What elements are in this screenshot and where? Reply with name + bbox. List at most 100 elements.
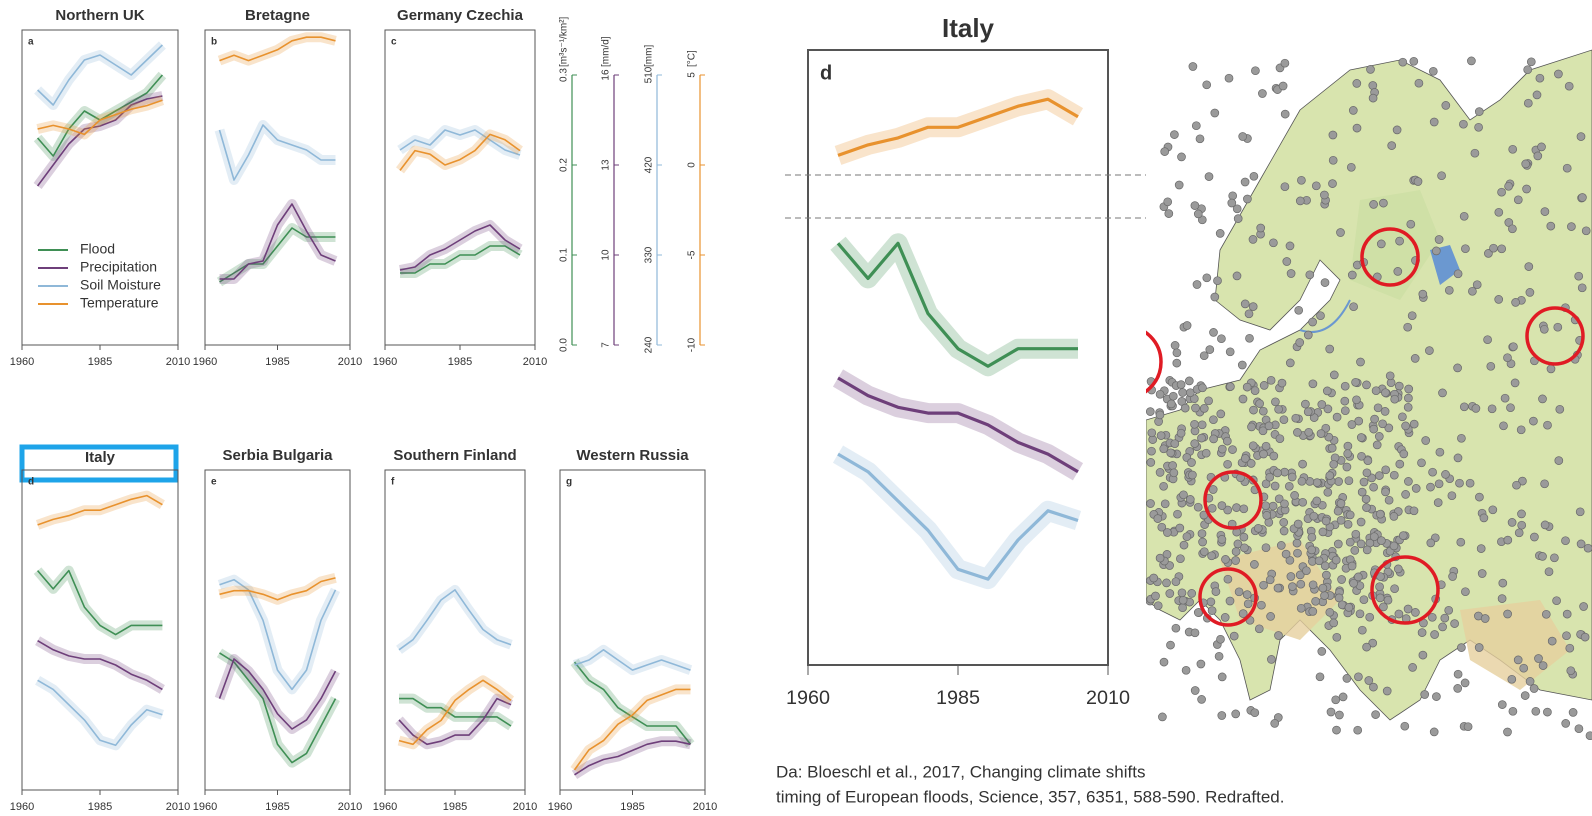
station-dot xyxy=(1287,573,1295,581)
station-dot xyxy=(1481,615,1489,623)
station-dot xyxy=(1475,108,1483,116)
station-dot xyxy=(1197,660,1205,668)
station-dot xyxy=(1154,602,1162,610)
station-dot xyxy=(1429,67,1437,75)
station-dot xyxy=(1191,629,1199,637)
station-dot xyxy=(1390,471,1398,479)
station-dot xyxy=(1277,541,1285,549)
panel-label: d xyxy=(28,477,34,488)
station-dot xyxy=(1344,450,1352,458)
station-dot xyxy=(1192,404,1200,412)
station-dot xyxy=(1520,664,1528,672)
panel-title: Western Russia xyxy=(576,447,689,464)
station-dot xyxy=(1232,710,1240,718)
station-dot xyxy=(1210,328,1218,336)
station-dot xyxy=(1191,202,1199,210)
station-dot xyxy=(1270,452,1278,460)
station-dot xyxy=(1541,208,1549,216)
station-dot xyxy=(1418,459,1426,467)
station-dot xyxy=(1174,510,1182,518)
station-dot xyxy=(1175,181,1183,189)
station-dot xyxy=(1302,567,1310,575)
station-dot xyxy=(1221,613,1229,621)
station-dot xyxy=(1370,483,1378,491)
station-dot xyxy=(1562,719,1570,727)
station-dot xyxy=(1280,527,1288,535)
station-dot xyxy=(1487,362,1495,370)
station-dot xyxy=(1330,460,1338,468)
station-dot xyxy=(1353,396,1361,404)
station-dot xyxy=(1529,417,1537,425)
station-dot xyxy=(1347,163,1355,171)
station-dot xyxy=(1328,444,1336,452)
station-dot xyxy=(1250,172,1258,180)
station-dot xyxy=(1364,457,1372,465)
station-dot xyxy=(1233,272,1241,280)
station-dot xyxy=(1360,596,1368,604)
station-dot xyxy=(1271,482,1279,490)
scale-tick-label: 10 xyxy=(601,249,612,261)
scale-tick-label: 0.2 xyxy=(559,158,570,172)
station-dot xyxy=(1508,675,1516,683)
station-dot xyxy=(1251,387,1259,395)
x-tick-label: 1985 xyxy=(265,801,289,813)
station-dot xyxy=(1360,478,1368,486)
station-dot xyxy=(1205,397,1213,405)
station-dot xyxy=(1294,520,1302,528)
station-dot xyxy=(1451,620,1459,628)
legend-label: Soil Moisture xyxy=(80,277,161,293)
station-dot xyxy=(1294,549,1302,557)
station-dot xyxy=(1472,404,1480,412)
caption-line: Da: Bloeschl et al., 2017, Changing clim… xyxy=(776,762,1145,781)
station-dot xyxy=(1457,434,1465,442)
station-dot xyxy=(1240,533,1248,541)
station-dot xyxy=(1150,574,1158,582)
station-dot xyxy=(1395,610,1403,618)
station-dot xyxy=(1384,596,1392,604)
station-dot xyxy=(1185,377,1193,385)
station-dot xyxy=(1432,247,1440,255)
station-dot xyxy=(1511,379,1519,387)
station-dot xyxy=(1461,588,1469,596)
station-dot xyxy=(1173,359,1181,367)
station-dot xyxy=(1281,59,1289,67)
station-dot xyxy=(1410,420,1418,428)
station-dot xyxy=(1304,408,1312,416)
station-dot xyxy=(1391,395,1399,403)
station-dot xyxy=(1442,101,1450,109)
panel-title: Bretagne xyxy=(245,7,310,24)
station-dot xyxy=(1464,723,1472,731)
station-dot xyxy=(1324,488,1332,496)
station-dot xyxy=(1354,673,1362,681)
station-dot xyxy=(1211,109,1219,117)
station-dot xyxy=(1274,584,1282,592)
station-dot xyxy=(1350,303,1358,311)
station-dot xyxy=(1513,481,1521,489)
station-dot xyxy=(1454,364,1462,372)
station-dot xyxy=(1498,701,1506,709)
station-dot xyxy=(1379,199,1387,207)
scale-unit: [mm/d] xyxy=(601,36,612,67)
station-dot xyxy=(1539,662,1547,670)
station-dot xyxy=(1199,538,1207,546)
station-dot xyxy=(1399,58,1407,66)
station-dot xyxy=(1147,500,1155,508)
station-dot xyxy=(1203,81,1211,89)
station-dot xyxy=(1288,583,1296,591)
station-dot xyxy=(1346,511,1354,519)
station-dot xyxy=(1215,652,1223,660)
station-dot xyxy=(1271,719,1279,727)
station-dot xyxy=(1160,482,1168,490)
station-dot xyxy=(1309,318,1317,326)
station-dot xyxy=(1430,118,1438,126)
station-dot xyxy=(1339,693,1347,701)
station-dot xyxy=(1293,428,1301,436)
station-dot xyxy=(1206,346,1214,354)
station-dot xyxy=(1395,382,1403,390)
station-dot xyxy=(1422,437,1430,445)
station-dot xyxy=(1521,692,1529,700)
station-dot xyxy=(1281,110,1289,118)
station-dot xyxy=(1333,633,1341,641)
station-dot xyxy=(1412,484,1420,492)
station-dot xyxy=(1313,497,1321,505)
